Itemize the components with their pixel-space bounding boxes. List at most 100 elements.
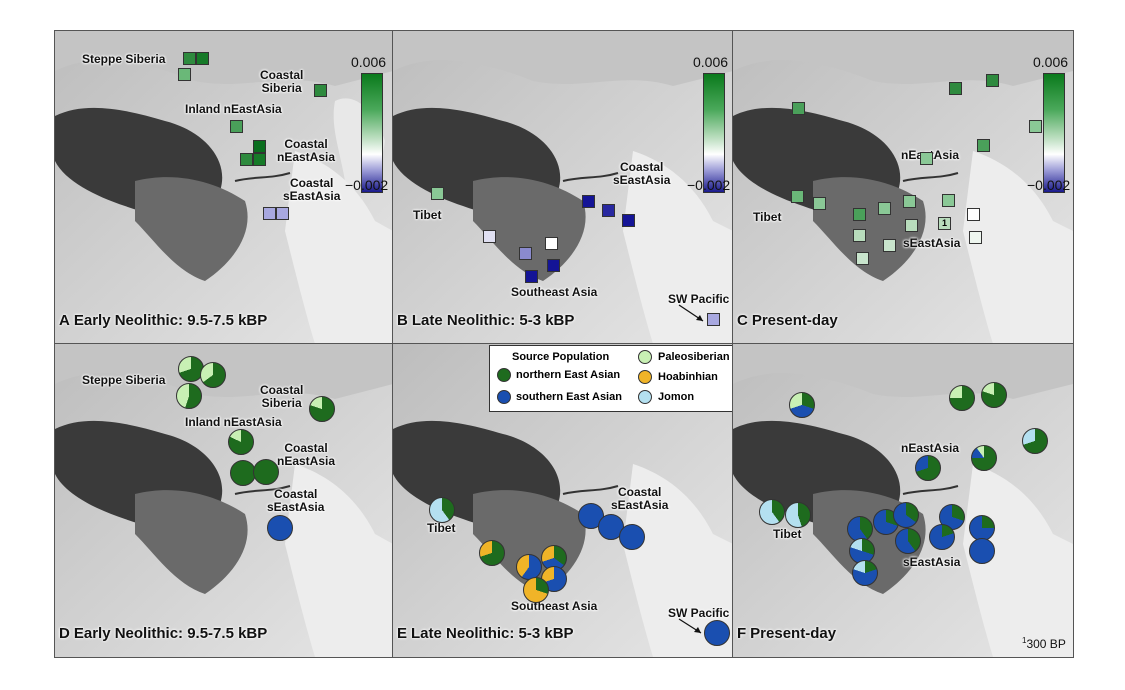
sample-square (707, 313, 720, 326)
region-label-coastal-seastasia-line1: Coastal (618, 485, 662, 499)
region-label-southeast-asia: Southeast Asia (511, 599, 598, 613)
sample-square (883, 239, 896, 252)
legend-title: Source Population (512, 351, 610, 363)
scale-note-text: 300 BP (1026, 637, 1066, 651)
ancestry-pie (981, 382, 1007, 408)
sample-square-labeled: 1 (938, 217, 951, 230)
legend-label-hoabinhian: Hoabinhian (658, 371, 718, 383)
sample-square (431, 187, 444, 200)
legend-label-paleosiberian: Paleosiberian (658, 351, 730, 363)
terrain-map (393, 31, 733, 344)
region-label-coastal-seastasia: Coastal sEastAsia (283, 177, 340, 203)
arrow-icon (678, 618, 702, 634)
terrain-map (733, 31, 1073, 344)
colorbar (703, 73, 725, 193)
ancestry-pie (915, 455, 941, 481)
region-label-coastal-seastasia-line2: sEastAsia (283, 189, 341, 203)
sample-square (196, 52, 209, 65)
scale-note-sup: 1 (1022, 636, 1027, 645)
region-label-tibet: Tibet (753, 210, 782, 224)
region-label-tibet: Tibet (773, 527, 802, 541)
panel-period: Late Neolithic: 5-3 kBP (411, 625, 574, 642)
ancestry-pie (949, 385, 975, 411)
region-label-coastal-neastasia-line2: nEastAsia (277, 454, 336, 468)
region-label-tibet: Tibet (413, 208, 442, 222)
colorbar (1043, 73, 1065, 193)
region-label-coastal-siberia: Coastal Siberia (260, 384, 303, 410)
sample-square (519, 247, 532, 260)
ancestry-pie (309, 396, 335, 422)
colorbar-min-label: −0.002 (687, 177, 731, 193)
sample-square (240, 153, 253, 166)
sample-square (791, 190, 804, 203)
legend-swatch-southern (497, 390, 511, 404)
ancestry-pie (1022, 428, 1048, 454)
sample-square (622, 214, 635, 227)
legend-swatch-paleosiberian (638, 350, 652, 364)
ancestry-pie (893, 502, 919, 528)
region-label-coastal-seastasia: Coastal sEastAsia (611, 486, 668, 512)
legend-swatch-jomon (638, 390, 652, 404)
panel-period: Present-day (750, 625, 837, 642)
sample-square (986, 74, 999, 87)
panel-letter: E (397, 625, 408, 642)
ancestry-pie (847, 516, 873, 542)
panel-title: E Late Neolithic: 5-3 kBP (397, 625, 574, 642)
region-label-seastasia: sEastAsia (903, 236, 961, 250)
sample-square (977, 139, 990, 152)
panel-period: Present-day (751, 312, 838, 329)
sample-square (792, 102, 805, 115)
sample-square (253, 140, 266, 153)
sample-square (547, 259, 560, 272)
sample-square (545, 237, 558, 250)
panel-title: D Early Neolithic: 9.5-7.5 kBP (59, 625, 267, 642)
colorbar-max-label: 0.006 (1033, 54, 1069, 70)
region-label-sw-pacific: SW Pacific (668, 606, 730, 620)
panel-a: Steppe Siberia Coastal Siberia Inland nEa… (54, 30, 394, 345)
sample-square (263, 207, 276, 220)
sample-square (178, 68, 191, 81)
panel-title: B Late Neolithic: 5-3 kBP (397, 312, 574, 329)
region-label-southeast-asia: Southeast Asia (511, 285, 598, 299)
sample-square (942, 194, 955, 207)
ancestry-pie (852, 560, 878, 586)
sample-square (602, 204, 615, 217)
ancestry-pie (789, 392, 815, 418)
panel-period: Early Neolithic: 9.5-7.5 kBP (73, 312, 268, 329)
region-label-coastal-neastasia-line1: Coastal (284, 137, 328, 151)
ancestry-pie (479, 540, 505, 566)
region-label-sw-pacific: SW Pacific (668, 292, 730, 306)
ancestry-pie (516, 554, 542, 580)
arrow-icon (678, 304, 704, 322)
region-label-coastal-siberia-line1: Coastal (260, 68, 304, 82)
region-label-coastal-seastasia-line1: Coastal (274, 487, 318, 501)
colorbar-min-label: −0.002 (1027, 177, 1071, 193)
source-population-legend: Source Population northern East Asian so… (489, 345, 733, 412)
region-label-coastal-seastasia-line1: Coastal (290, 176, 334, 190)
panel-letter: D (59, 625, 70, 642)
sample-square (967, 208, 980, 221)
sample-square (878, 202, 891, 215)
panel-letter: C (737, 312, 748, 329)
panel-letter: B (397, 312, 408, 329)
legend-swatch-northern (497, 368, 511, 382)
terrain-map (733, 344, 1073, 657)
region-label-neastasia: nEastAsia (901, 441, 960, 455)
sample-square (525, 270, 538, 283)
sample-square (483, 230, 496, 243)
ancestry-pie (176, 383, 202, 409)
ancestry-pie (200, 362, 226, 388)
ancestry-pie (759, 499, 785, 525)
region-label-coastal-seastasia-line2: sEastAsia (267, 500, 325, 514)
sample-square (856, 252, 869, 265)
region-label-coastal-seastasia: Coastal sEastAsia (613, 161, 670, 187)
region-label-coastal-seastasia-line2: sEastAsia (611, 498, 669, 512)
legend-swatch-hoabinhian (638, 370, 652, 384)
ancestry-pie (929, 524, 955, 550)
region-label-tibet: Tibet (427, 521, 456, 535)
sample-square (853, 208, 866, 221)
terrain-map (55, 31, 393, 344)
panel-letter: A (59, 312, 70, 329)
region-label-steppe-siberia: Steppe Siberia (82, 373, 166, 387)
legend-label-southern: southern East Asian (516, 391, 622, 403)
